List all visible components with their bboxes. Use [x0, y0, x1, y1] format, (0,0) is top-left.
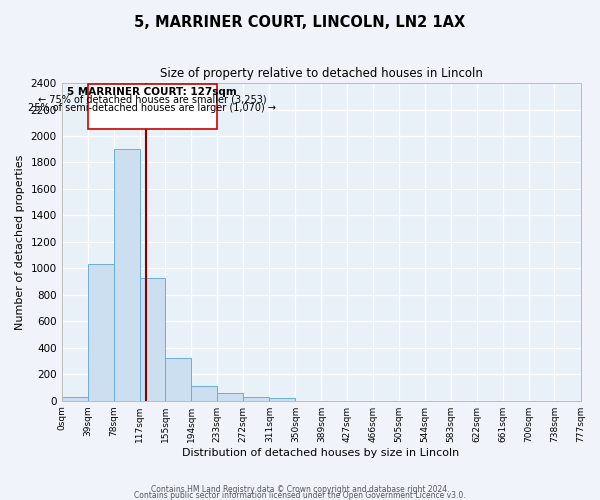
Text: 5, MARRINER COURT, LINCOLN, LN2 1AX: 5, MARRINER COURT, LINCOLN, LN2 1AX: [134, 15, 466, 30]
Bar: [88, 264, 114, 400]
Text: ← 75% of detached houses are smaller (3,253): ← 75% of detached houses are smaller (3,…: [38, 95, 266, 105]
Bar: [191, 386, 217, 400]
Bar: [243, 396, 269, 400]
Text: 5 MARRINER COURT: 127sqm: 5 MARRINER COURT: 127sqm: [67, 87, 237, 97]
Y-axis label: Number of detached properties: Number of detached properties: [15, 154, 25, 330]
Bar: [217, 394, 243, 400]
Bar: [165, 358, 191, 401]
Text: Contains HM Land Registry data © Crown copyright and database right 2024.: Contains HM Land Registry data © Crown c…: [151, 484, 449, 494]
X-axis label: Distribution of detached houses by size in Lincoln: Distribution of detached houses by size …: [182, 448, 460, 458]
Text: 25% of semi-detached houses are larger (1,070) →: 25% of semi-detached houses are larger (…: [28, 103, 276, 113]
Title: Size of property relative to detached houses in Lincoln: Size of property relative to detached ho…: [160, 68, 482, 80]
Bar: [140, 278, 165, 400]
Bar: [114, 149, 140, 401]
Bar: [269, 398, 295, 400]
Bar: [88, 84, 217, 128]
Bar: [62, 398, 88, 400]
Text: Contains public sector information licensed under the Open Government Licence v3: Contains public sector information licen…: [134, 490, 466, 500]
